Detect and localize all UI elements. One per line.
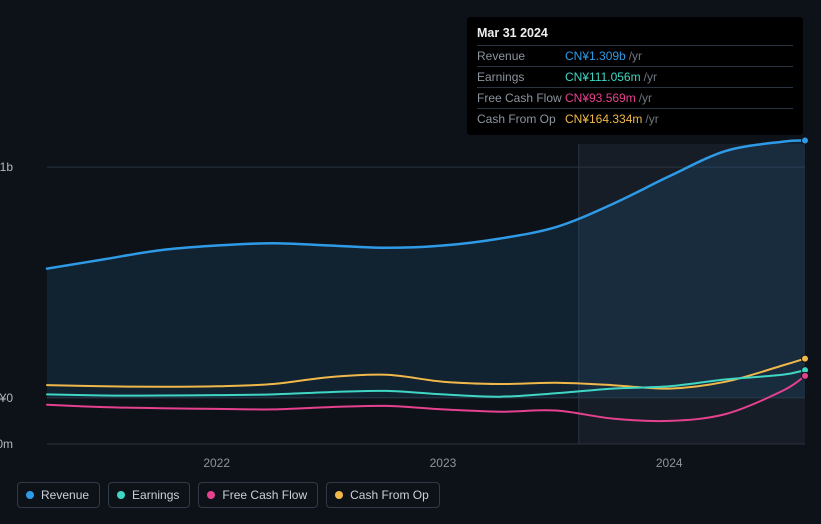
legend-item-free-cash-flow[interactable]: Free Cash Flow [198, 482, 318, 508]
legend-item-revenue[interactable]: Revenue [17, 482, 100, 508]
tooltip-value: CN¥111.056m [565, 70, 641, 84]
tooltip-row: Free Cash FlowCN¥93.569m/yr [477, 87, 793, 108]
tooltip-label: Cash From Op [477, 112, 565, 126]
tooltip-value: CN¥1.309b [565, 49, 626, 63]
tooltip-unit: /yr [629, 49, 642, 63]
chart-svg [47, 144, 805, 444]
chart-tooltip: Mar 31 2024 RevenueCN¥1.309b/yrEarningsC… [467, 17, 803, 135]
x-axis-label: 2023 [430, 456, 457, 470]
financials-chart: Past CN¥1bCN¥0-CN¥200m202220232024 [17, 144, 805, 444]
y-axis-label: CN¥1b [0, 160, 13, 174]
tooltip-value: CN¥164.334m [565, 112, 642, 126]
tooltip-label: Revenue [477, 49, 565, 63]
tooltip-unit: /yr [645, 112, 658, 126]
y-axis-label: -CN¥200m [0, 437, 13, 451]
x-axis-label: 2024 [656, 456, 683, 470]
tooltip-label: Earnings [477, 70, 565, 84]
tooltip-value: CN¥93.569m [565, 91, 636, 105]
tooltip-row: RevenueCN¥1.309b/yr [477, 45, 793, 66]
tooltip-label: Free Cash Flow [477, 91, 565, 105]
x-axis-label: 2022 [203, 456, 230, 470]
legend-label: Revenue [41, 488, 89, 502]
tooltip-row: EarningsCN¥111.056m/yr [477, 66, 793, 87]
chart-legend: Revenue Earnings Free Cash Flow Cash From O… [17, 482, 440, 508]
tooltip-rows: RevenueCN¥1.309b/yrEarningsCN¥111.056m/y… [477, 45, 793, 129]
legend-dot-icon [26, 491, 34, 499]
legend-dot-icon [335, 491, 343, 499]
tooltip-date: Mar 31 2024 [477, 23, 793, 45]
tooltip-unit: /yr [639, 91, 652, 105]
legend-label: Cash From Op [350, 488, 429, 502]
tooltip-unit: /yr [644, 70, 657, 84]
tooltip-row: Cash From OpCN¥164.334m/yr [477, 108, 793, 129]
legend-label: Earnings [132, 488, 179, 502]
legend-label: Free Cash Flow [222, 488, 307, 502]
y-axis-label: CN¥0 [0, 391, 13, 405]
legend-dot-icon [117, 491, 125, 499]
legend-item-cash-from-op[interactable]: Cash From Op [326, 482, 440, 508]
legend-item-earnings[interactable]: Earnings [108, 482, 190, 508]
legend-dot-icon [207, 491, 215, 499]
